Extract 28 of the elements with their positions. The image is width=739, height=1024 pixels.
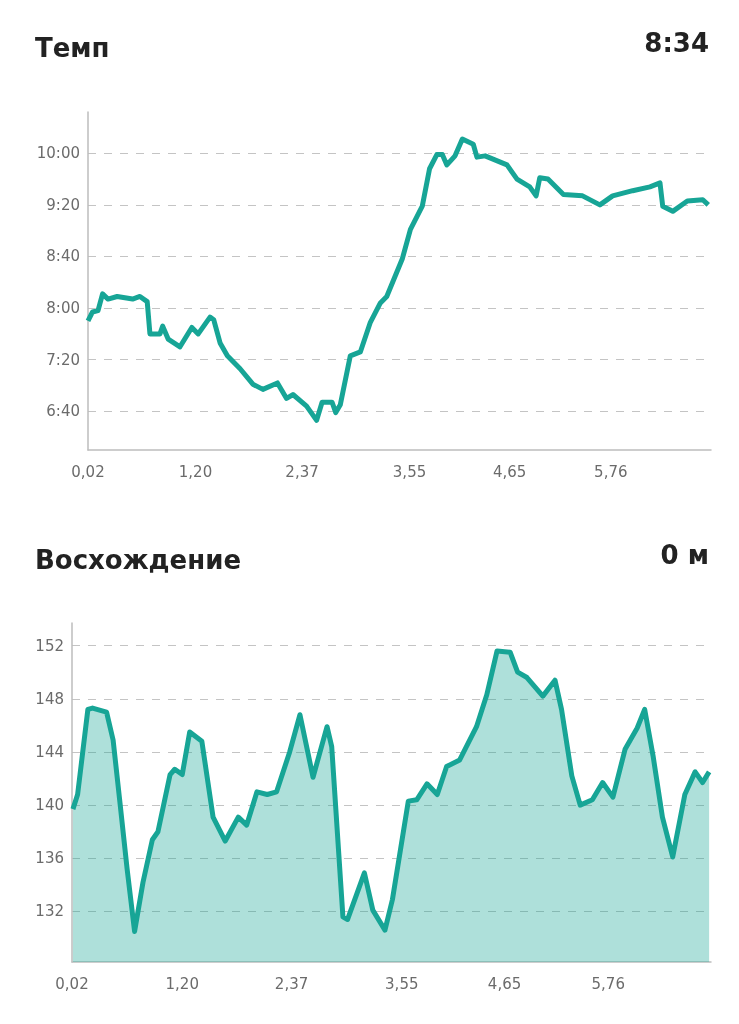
y-tick-label: 10:00: [36, 144, 80, 163]
x-tick-label: 1,20: [178, 462, 213, 481]
y-tick-label: 132: [35, 902, 64, 921]
x-tick-label: 0,02: [71, 462, 105, 481]
x-tick-label: 4,65: [493, 462, 527, 481]
chart-title: Темп: [35, 33, 110, 63]
y-tick-label: 8:00: [46, 299, 80, 318]
x-tick-label: 1,20: [165, 974, 199, 993]
y-tick-label: 136: [35, 849, 64, 868]
chart-title: Восхождение: [35, 545, 242, 575]
text: 0 м: [660, 540, 710, 570]
x-tick-label: 4,65: [487, 974, 522, 993]
x-tick-label: 3,55: [392, 462, 427, 481]
x-tick-label: 2,37: [285, 462, 319, 481]
text: 8:34: [644, 28, 709, 58]
x-tick-label: 3,55: [385, 974, 419, 993]
y-tick-label: 144: [35, 742, 64, 761]
x-tick-label: 5,76: [594, 462, 628, 481]
y-tick-label: 152: [35, 636, 64, 655]
x-tick-label: 0,02: [55, 974, 89, 993]
x-tick-label: 2,37: [274, 974, 309, 993]
y-tick-label: 140: [35, 796, 64, 815]
y-tick-label: 148: [35, 689, 64, 708]
x-tick-label: 5,76: [591, 974, 625, 993]
y-tick-label: 8:40: [46, 247, 80, 266]
y-tick-label: 9:20: [46, 195, 80, 214]
y-tick-label: 7:20: [46, 350, 80, 369]
y-tick-label: 6:40: [46, 402, 80, 421]
